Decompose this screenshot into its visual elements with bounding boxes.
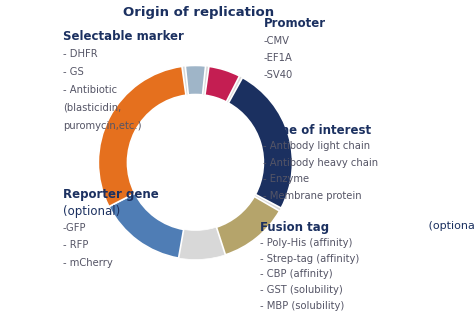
Text: - DHFR: - DHFR — [63, 49, 97, 59]
Text: (optional): (optional) — [425, 221, 474, 231]
Text: - GS: - GS — [63, 67, 83, 77]
Text: - Poly-His (affinity): - Poly-His (affinity) — [260, 238, 353, 248]
Text: Selectable marker: Selectable marker — [63, 30, 183, 43]
Wedge shape — [98, 66, 186, 207]
Text: - Strep-tag (affinity): - Strep-tag (affinity) — [260, 254, 359, 264]
Wedge shape — [109, 193, 183, 258]
Wedge shape — [228, 78, 292, 208]
Text: - MBP (solubility): - MBP (solubility) — [260, 301, 345, 311]
Wedge shape — [185, 65, 206, 95]
Text: Fusion tag: Fusion tag — [260, 221, 329, 234]
Wedge shape — [205, 66, 239, 102]
Text: - RFP: - RFP — [63, 240, 88, 250]
Text: - Antibody heavy chain: - Antibody heavy chain — [264, 158, 379, 168]
Text: - Antibody light chain: - Antibody light chain — [264, 141, 371, 151]
Wedge shape — [98, 65, 292, 260]
Text: Origin of replication: Origin of replication — [123, 6, 274, 19]
Text: puromycin,etc.): puromycin,etc.) — [63, 121, 141, 131]
Text: Reporter gene: Reporter gene — [63, 188, 158, 202]
Text: - Antibiotic: - Antibiotic — [63, 85, 117, 95]
Text: Gene of interest: Gene of interest — [264, 124, 372, 137]
Text: - mCherry: - mCherry — [63, 258, 112, 268]
Wedge shape — [217, 197, 280, 255]
Text: -SV40: -SV40 — [264, 70, 292, 80]
Text: -CMV: -CMV — [264, 36, 290, 46]
Text: (optional): (optional) — [63, 205, 120, 218]
Text: Promoter: Promoter — [264, 17, 326, 30]
Text: - Enzyme: - Enzyme — [264, 174, 310, 184]
Text: - GST (solubility): - GST (solubility) — [260, 285, 343, 295]
Text: -GFP: -GFP — [63, 223, 86, 233]
Text: (blasticidin,: (blasticidin, — [63, 103, 121, 113]
Text: - Membrane protein: - Membrane protein — [264, 190, 362, 201]
Text: -EF1A: -EF1A — [264, 53, 292, 63]
Text: - CBP (affinity): - CBP (affinity) — [260, 269, 333, 280]
